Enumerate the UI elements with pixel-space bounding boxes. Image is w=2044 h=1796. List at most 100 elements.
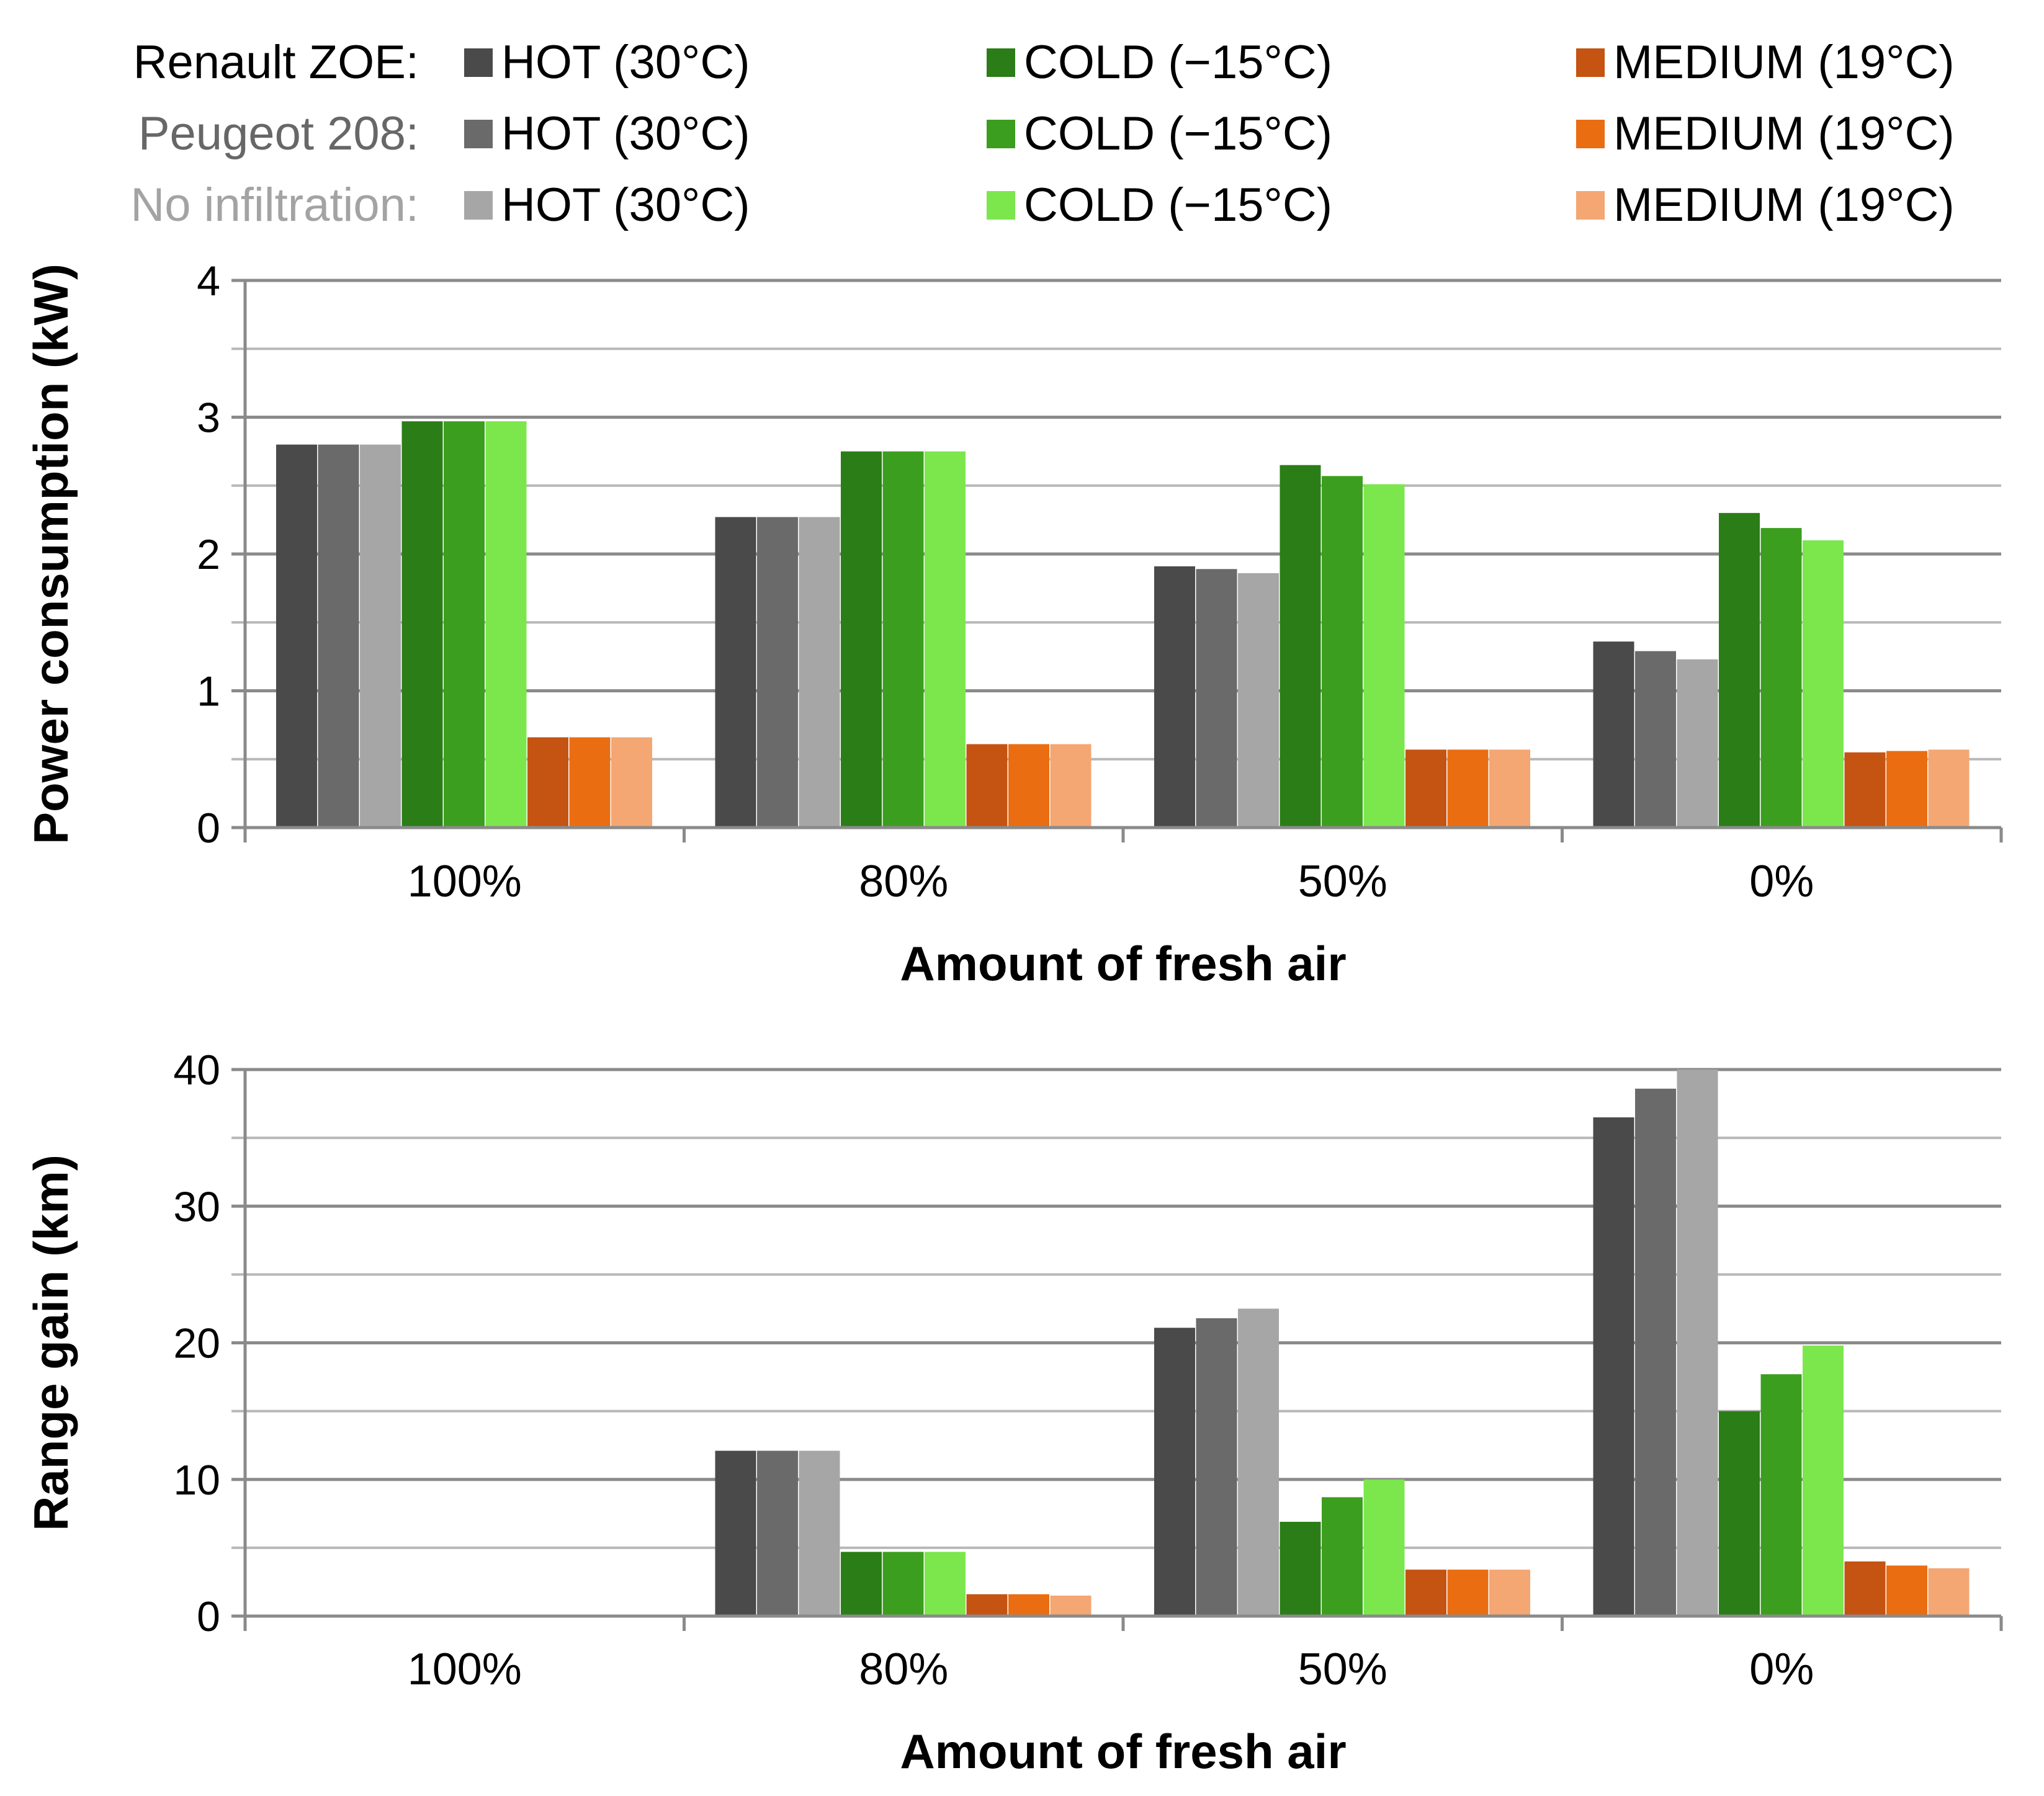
bar-peugeot-208-cold-15-c-100 (444, 421, 485, 828)
y-tick-label: 40 (173, 1047, 220, 1094)
bar-no-infiltration-cold-15-c-50 (1363, 1479, 1405, 1616)
bar-renault-zoe-medium-19-c-80 (966, 1594, 1008, 1616)
bar-no-infiltration-cold-15-c-80 (925, 451, 966, 828)
bar-no-infiltration-medium-19-c-50 (1489, 749, 1530, 828)
legend-swatch-renault-zoe-medium-19-c (1576, 48, 1605, 77)
x-tick-label-50: 50% (1298, 1645, 1387, 1694)
bar-peugeot-208-hot-30-c-50 (1196, 569, 1237, 828)
x-axis-title: Amount of fresh air (900, 1724, 1346, 1779)
y-tick-label: 30 (173, 1183, 220, 1230)
legend: Renault ZOE: HOT (30°C) COLD (−15°C) MEDIUM… (130, 36, 1954, 231)
legend-swatch-peugeot-208-hot-30-c (464, 120, 493, 148)
legend-group-label-no-infiltration: No infiltration: (130, 179, 419, 231)
legend-swatch-no-infiltration-medium-19-c (1576, 191, 1605, 220)
y-tick-label: 0 (197, 1593, 220, 1640)
bar-no-infiltration-hot-30-c-80 (799, 1450, 840, 1616)
bar-peugeot-208-cold-15-c-50 (1322, 476, 1363, 828)
bar-renault-zoe-medium-19-c-100 (527, 737, 568, 828)
bar-peugeot-208-medium-19-c-80 (1008, 744, 1049, 828)
y-axis-title: Range gain (km) (24, 1155, 78, 1531)
bar-no-infiltration-hot-30-c-80 (799, 517, 840, 828)
bar-renault-zoe-medium-19-c-50 (1405, 749, 1446, 828)
bar-no-infiltration-hot-30-c-50 (1238, 1308, 1279, 1616)
x-tick-label-80: 80% (859, 857, 948, 906)
bar-peugeot-208-medium-19-c-80 (1008, 1594, 1049, 1616)
bar-renault-zoe-medium-19-c-0 (1844, 752, 1886, 828)
bar-renault-zoe-cold-15-c-100 (401, 421, 443, 828)
legend-item-label-peugeot-208-medium-19-c: MEDIUM (19°C) (1613, 107, 1955, 160)
legend-item-label-peugeot-208-hot-30-c: HOT (30°C) (501, 107, 750, 160)
bar-peugeot-208-cold-15-c-50 (1322, 1497, 1363, 1616)
legend-swatch-peugeot-208-cold-15-c (987, 120, 1015, 148)
bar-no-infiltration-hot-30-c-100 (360, 444, 401, 828)
x-tick-label-50: 50% (1298, 857, 1387, 906)
bar-renault-zoe-hot-30-c-0 (1593, 641, 1634, 828)
range-gain-chart: 0 10 20 30 40 100% 80% 50% 0% Amount of fresh air… (24, 1047, 2003, 1779)
legend-group-label-peugeot-208: Peugeot 208: (138, 107, 419, 160)
x-tick-label-100: 100% (408, 1645, 522, 1694)
bar-peugeot-208-hot-30-c-80 (757, 517, 798, 828)
bar-renault-zoe-hot-30-c-50 (1154, 1328, 1195, 1616)
bars (715, 1070, 1970, 1616)
legend-item-label-peugeot-208-cold-15-c: COLD (−15°C) (1024, 107, 1332, 160)
bar-no-infiltration-cold-15-c-80 (925, 1552, 966, 1616)
bar-renault-zoe-cold-15-c-80 (841, 1552, 882, 1616)
x-axis-title: Amount of fresh air (900, 936, 1346, 991)
bar-renault-zoe-hot-30-c-50 (1154, 566, 1195, 828)
bar-renault-zoe-hot-30-c-80 (715, 517, 756, 828)
bar-peugeot-208-medium-19-c-50 (1447, 749, 1489, 828)
y-tick-label: 2 (197, 531, 220, 578)
bar-no-infiltration-medium-19-c-80 (1050, 744, 1091, 828)
legend-item-label-no-infiltration-hot-30-c: HOT (30°C) (501, 179, 750, 231)
bar-peugeot-208-medium-19-c-0 (1886, 1565, 1927, 1616)
y-tick-label: 3 (197, 395, 220, 442)
bar-renault-zoe-cold-15-c-0 (1719, 512, 1760, 828)
legend-item-label-renault-zoe-hot-30-c: HOT (30°C) (501, 36, 750, 89)
bar-renault-zoe-cold-15-c-50 (1280, 1522, 1321, 1616)
legend-group-label-renault-zoe: Renault ZOE: (133, 36, 419, 89)
legend-swatch-no-infiltration-hot-30-c (464, 191, 493, 220)
y-tick-label: 4 (197, 257, 220, 305)
bar-no-infiltration-cold-15-c-0 (1803, 1345, 1844, 1616)
legend-swatch-peugeot-208-medium-19-c (1576, 120, 1605, 148)
bar-no-infiltration-medium-19-c-0 (1928, 749, 1970, 828)
bar-renault-zoe-cold-15-c-0 (1719, 1411, 1760, 1616)
x-tick-label-100: 100% (408, 857, 522, 906)
legend-item-label-no-infiltration-medium-19-c: MEDIUM (19°C) (1613, 179, 1955, 231)
y-tick-label: 1 (197, 668, 220, 715)
bars (276, 421, 1970, 828)
legend-item-label-renault-zoe-medium-19-c: MEDIUM (19°C) (1613, 36, 1955, 89)
legend-swatch-renault-zoe-hot-30-c (464, 48, 493, 77)
bar-peugeot-208-hot-30-c-50 (1196, 1318, 1237, 1616)
bar-renault-zoe-hot-30-c-0 (1593, 1117, 1634, 1616)
bar-no-infiltration-cold-15-c-100 (485, 421, 527, 828)
bar-no-infiltration-medium-19-c-50 (1489, 1570, 1530, 1616)
x-tick-label-80: 80% (859, 1645, 948, 1694)
bar-renault-zoe-medium-19-c-80 (966, 744, 1008, 828)
bar-no-infiltration-cold-15-c-50 (1363, 484, 1405, 828)
bar-peugeot-208-cold-15-c-0 (1760, 528, 1802, 828)
bar-no-infiltration-cold-15-c-0 (1803, 540, 1844, 828)
bar-renault-zoe-cold-15-c-50 (1280, 465, 1321, 828)
bar-peugeot-208-cold-15-c-80 (882, 1552, 924, 1616)
y-tick-label: 0 (197, 805, 220, 852)
bar-peugeot-208-medium-19-c-50 (1447, 1570, 1489, 1616)
bar-peugeot-208-medium-19-c-0 (1886, 751, 1927, 828)
x-tick-label-0: 0% (1749, 857, 1814, 906)
bar-peugeot-208-cold-15-c-80 (882, 451, 924, 828)
bar-peugeot-208-hot-30-c-0 (1635, 651, 1676, 828)
legend-swatch-renault-zoe-cold-15-c (987, 48, 1015, 77)
y-axis-title: Power consumption (kW) (24, 264, 78, 844)
bar-renault-zoe-hot-30-c-80 (715, 1450, 756, 1616)
bar-renault-zoe-cold-15-c-80 (841, 451, 882, 828)
x-tick-label-0: 0% (1749, 1645, 1814, 1694)
bar-no-infiltration-medium-19-c-80 (1050, 1595, 1091, 1616)
bar-peugeot-208-medium-19-c-100 (569, 737, 611, 828)
bar-peugeot-208-hot-30-c-0 (1635, 1088, 1676, 1616)
power-consumption-chart: 0 1 2 3 4 100% 80% 50% 0% Amount of fresh air Powe… (24, 257, 2003, 991)
y-tick-label: 10 (173, 1457, 220, 1504)
legend-item-label-no-infiltration-cold-15-c: COLD (−15°C) (1024, 179, 1332, 231)
bar-renault-zoe-medium-19-c-0 (1844, 1561, 1886, 1616)
bar-no-infiltration-hot-30-c-0 (1677, 659, 1718, 828)
